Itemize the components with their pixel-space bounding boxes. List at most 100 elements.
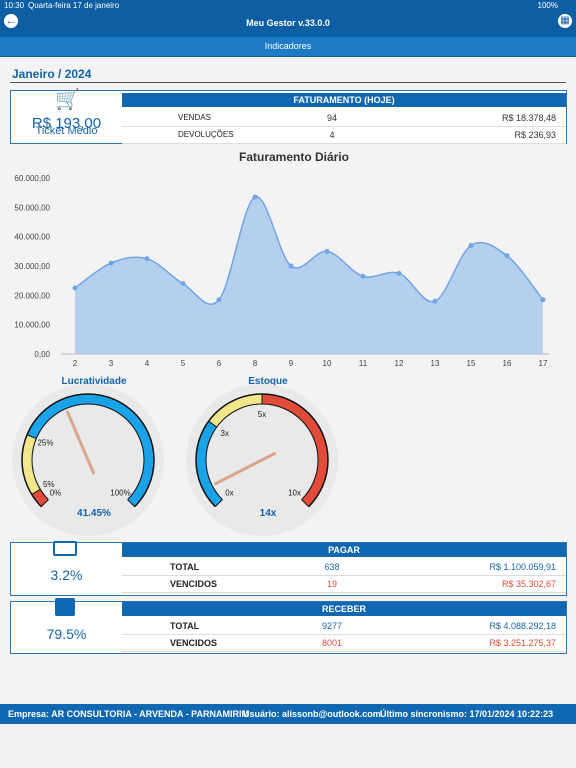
menu-button[interactable]: ▦ (558, 14, 572, 28)
gauge-tick-label: 0% (50, 489, 62, 498)
ticket-value: R$ 193,00 (31, 115, 102, 132)
y-tick-label: 30.000,00 (14, 262, 50, 271)
gauge-tick-label: 25% (37, 438, 53, 447)
x-tick-label: 3 (109, 359, 114, 368)
gauge-tick (127, 499, 136, 508)
x-tick-label: 11 (359, 359, 368, 368)
gauge-needle (214, 452, 276, 486)
pagar-percent: 3.2% (50, 567, 83, 583)
table-row: VENCIDOS 19 R$ 35.302,67 (122, 575, 566, 593)
gauge-tick-label: 3x (221, 429, 229, 438)
area (75, 196, 543, 354)
gauge-title: Lucratividade (61, 376, 126, 387)
point (540, 297, 546, 303)
row-amount: R$ 4.088.292,18 (489, 621, 556, 631)
pagar-header: PAGAR (122, 543, 566, 557)
sub-title: Indicadores (264, 41, 312, 51)
y-tick-label: 50.000,00 (14, 203, 50, 212)
gauge-inner (205, 403, 319, 500)
footer-sync: Último sincronismo: 17/01/2024 10:22:23 (380, 709, 554, 719)
gauge-band (27, 394, 154, 507)
cart-icon: 🛒 (55, 89, 80, 111)
card-icon (53, 541, 77, 556)
x-tick-label: 17 (539, 359, 548, 368)
y-tick-label: 40.000,00 (14, 233, 50, 242)
row-label: VENDAS (178, 113, 211, 122)
footer-bar (0, 704, 576, 724)
row-count: 8001 (321, 638, 343, 648)
battery: 100% (537, 1, 558, 10)
footer-user: Usuário: alissonb@outlook.com (243, 709, 381, 719)
x-tick-label: 4 (145, 359, 150, 368)
gauge-band (208, 394, 263, 428)
receber-card: 79.5% RECEBER TOTAL 9277 R$ 4.088.292,18 VE… (10, 598, 567, 654)
gauge-tick-label: 5x (258, 410, 266, 419)
gauge-band (196, 421, 223, 507)
row-amount: R$ 3.251.275,37 (489, 638, 556, 648)
receber-percent: 79.5% (46, 626, 87, 642)
y-tick-label: 20.000,00 (14, 291, 50, 300)
x-tick-label: 6 (217, 359, 222, 368)
x-tick-label: 10 (323, 359, 332, 368)
gauge-tick (208, 420, 217, 428)
point (396, 270, 402, 276)
point (72, 285, 78, 291)
row-label: TOTAL (170, 621, 200, 631)
point (468, 242, 474, 248)
top-bar (0, 0, 576, 37)
row-count: 94 (326, 113, 337, 123)
gauge-tick (40, 499, 49, 508)
sales-card: 🛒 R$ 193,00 Ticket Médio FATURAMENTO (HO… (10, 89, 567, 144)
gauge-tick-label: 100% (110, 489, 130, 498)
row-label: DEVOLUÇÕES (178, 130, 234, 139)
table-row: VENDAS 94 R$ 18.378,48 (122, 109, 566, 127)
row-amount: R$ 18.378,48 (501, 113, 556, 123)
x-tick-label: 2 (73, 359, 78, 368)
row-amount: R$ 236,93 (514, 130, 556, 140)
point (180, 281, 186, 287)
x-tick-label: 13 (431, 359, 440, 368)
x-tick-label: 8 (253, 359, 258, 368)
gauge-tick (31, 488, 41, 495)
table-row: VENCIDOS 8001 R$ 3.251.275,37 (122, 634, 566, 652)
gauge-tick-label: 5% (43, 480, 55, 489)
register-icon (55, 598, 75, 616)
gauge-tick (301, 499, 310, 508)
table-row: DEVOLUÇÕES 4 R$ 236,93 (122, 126, 566, 144)
gauge-title: Estoque (248, 376, 288, 387)
gauge-tick (214, 499, 223, 508)
gauge-needle (66, 410, 95, 475)
point (144, 256, 150, 262)
content (0, 57, 576, 704)
status-date: Quarta-feira 17 de janeiro (28, 1, 120, 10)
point (216, 297, 222, 303)
y-tick-label: 60.000,00 (14, 174, 50, 183)
y-tick-label: 0,00 (34, 350, 50, 359)
y-tick-label: 10.000,00 (14, 321, 50, 330)
row-count: 19 (326, 579, 337, 589)
x-tick-label: 9 (289, 359, 294, 368)
point (288, 263, 294, 269)
row-amount: R$ 35.302,67 (501, 579, 556, 589)
chart-title: Faturamento Diário (239, 150, 349, 164)
row-label: TOTAL (170, 562, 200, 572)
gauge-band (22, 434, 41, 495)
row-count: 9277 (321, 621, 343, 631)
gauge-tick-label: 10x (288, 489, 301, 498)
point (432, 298, 438, 304)
sales-header: FATURAMENTO (HOJE) (122, 93, 566, 107)
point (252, 194, 258, 200)
gauge-value: 41.45% (77, 508, 111, 519)
gauges: Lucratividade 0%5% 25% 100% 41.45% Estoque 0x 3… (12, 376, 338, 536)
x-tick-label: 12 (395, 359, 404, 368)
point (504, 253, 510, 259)
row-count: 638 (324, 562, 340, 572)
gauge-tick-label: 0x (225, 489, 233, 498)
pagar-card: 3.2% PAGAR TOTAL 638 R$ 1.100.059,91 VENCID… (10, 541, 567, 596)
sub-bar (0, 37, 576, 57)
back-button[interactable]: ← (4, 14, 18, 28)
row-count: 4 (329, 130, 335, 140)
gauge-value: 14x (260, 508, 277, 519)
receber-header: RECEBER (122, 602, 566, 616)
x-tick-label: 5 (181, 359, 186, 368)
